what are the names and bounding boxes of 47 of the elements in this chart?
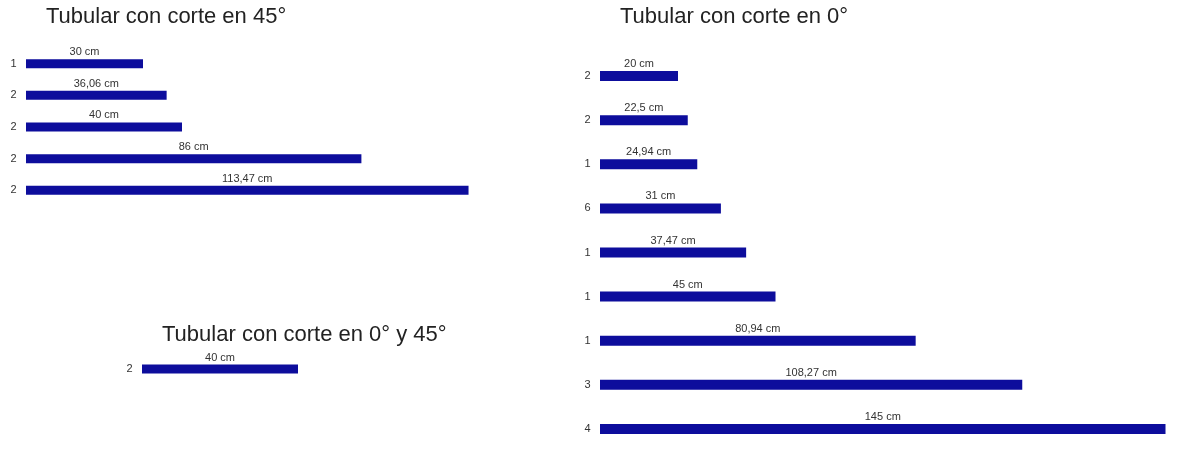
data-label: 37,47 cm bbox=[650, 233, 696, 246]
data-label: 36,06 cm bbox=[73, 76, 119, 89]
y-tick-label: 2 bbox=[584, 113, 591, 126]
data-label: 20 cm bbox=[624, 57, 654, 70]
data-label: 45 cm bbox=[672, 277, 703, 290]
data-label: 113,47 cm bbox=[222, 171, 273, 184]
y-tick-label: 1 bbox=[584, 333, 591, 346]
bar bbox=[600, 203, 721, 214]
data-label: 40 cm bbox=[89, 108, 119, 121]
y-tick-label: 2 bbox=[10, 88, 17, 101]
y-tick-label: 2 bbox=[126, 362, 133, 374]
bar bbox=[600, 71, 678, 82]
y-tick-label: 1 bbox=[584, 289, 591, 302]
chart-title: Tubular con corte en 0° bbox=[620, 3, 849, 28]
bar bbox=[600, 115, 688, 126]
bar bbox=[600, 291, 776, 302]
y-tick-label: 1 bbox=[584, 157, 591, 170]
data-label: 22,5 cm bbox=[624, 101, 664, 114]
data-label: 80,94 cm bbox=[735, 321, 781, 334]
y-tick-label: 4 bbox=[584, 421, 591, 434]
bar bbox=[600, 335, 916, 346]
y-tick-label: 6 bbox=[584, 201, 591, 214]
y-tick-label: 1 bbox=[584, 245, 591, 258]
y-tick-label: 2 bbox=[10, 183, 17, 196]
y-tick-label: 3 bbox=[584, 377, 591, 390]
data-label: 24,94 cm bbox=[626, 145, 672, 158]
data-label: 108,27 cm bbox=[785, 365, 837, 378]
data-label: 86 cm bbox=[178, 140, 209, 153]
bar bbox=[26, 59, 143, 69]
bar bbox=[600, 159, 698, 170]
chart-title: Tubular con corte en 0° y 45° bbox=[162, 321, 447, 346]
y-tick-label: 2 bbox=[10, 151, 17, 164]
chart-title: Tubular con corte en 45° bbox=[46, 3, 287, 28]
bar bbox=[26, 185, 469, 195]
bar bbox=[600, 423, 1166, 434]
bar bbox=[600, 379, 1023, 390]
bar bbox=[26, 122, 182, 132]
bar bbox=[26, 154, 362, 164]
data-label: 31 cm bbox=[645, 189, 676, 202]
bar bbox=[26, 90, 167, 100]
bar bbox=[600, 247, 747, 258]
data-label: 40 cm bbox=[205, 350, 235, 363]
data-label: 30 cm bbox=[69, 45, 100, 58]
y-tick-label: 2 bbox=[10, 120, 17, 132]
y-tick-label: 1 bbox=[10, 56, 17, 69]
y-tick-label: 2 bbox=[584, 69, 591, 82]
data-label: 145 cm bbox=[864, 409, 901, 422]
